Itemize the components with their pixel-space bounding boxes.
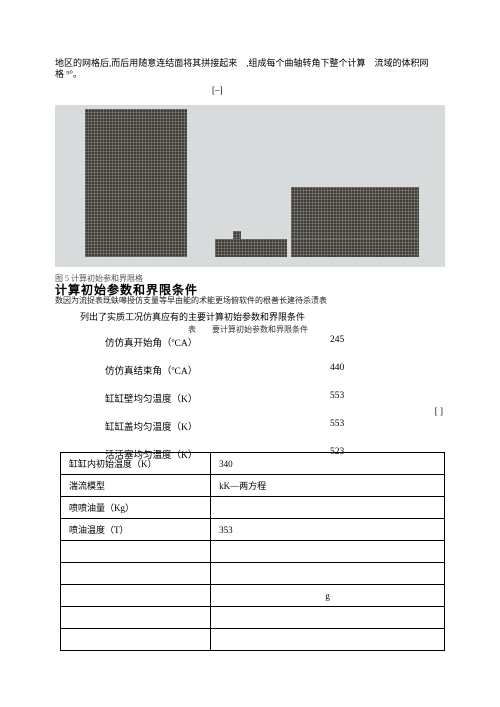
- table-cell-value: 353: [211, 519, 445, 541]
- param-row: 缸缸盖均匀温度（K） 553: [105, 419, 400, 433]
- param-value: 440: [330, 363, 400, 377]
- table-cell-value: 340: [211, 453, 445, 475]
- bracket-marker: [–]: [212, 85, 223, 95]
- table-cell-label: 缸缸内初始温度（K）: [61, 453, 211, 475]
- table-cell-label: [61, 607, 211, 629]
- param-row: 仿仿真开始角（oCA） 245: [105, 335, 400, 349]
- table-row: g: [61, 585, 445, 607]
- param-label: 缸缸壁均匀温度（K）: [105, 391, 197, 405]
- desc-line: 数因为流捉表既蚨嗥授仿支量等早由能的术能更场俯软件的根善长建待杀渍表: [55, 296, 450, 306]
- table-row: [61, 607, 445, 629]
- param-label: 仿仿真结束角（oCA）: [105, 363, 197, 377]
- table-row: [61, 541, 445, 563]
- table-row: 喷喷油量（Kg）: [61, 497, 445, 519]
- param-label: 缸缸盖均匀温度（K）: [105, 419, 197, 433]
- mesh-block: [291, 187, 419, 239]
- table-cell-label: [61, 563, 211, 585]
- table-cell-value: kK—两方程: [211, 475, 445, 497]
- table-cell-label: [61, 629, 211, 651]
- param-row: 缸缸壁均匀温度（K） 553: [105, 391, 400, 405]
- table-cell-label: 喷油温度（T）: [61, 519, 211, 541]
- param-value: 553: [330, 419, 400, 433]
- param-row: 仿仿真结束角（oCA） 440: [105, 363, 400, 377]
- table-row: [61, 563, 445, 585]
- data-table: 缸缸内初始温度（K）340湍流模型kK—两方程喷喷油量（Kg）喷油温度（T）35…: [60, 452, 445, 651]
- param-value: 553: [330, 391, 400, 405]
- bracket-side: [ ]: [435, 406, 443, 416]
- table-row: 喷油温度（T）353: [61, 519, 445, 541]
- figure-panel: [55, 105, 445, 267]
- mesh-block: [291, 239, 419, 257]
- mesh-block: [215, 239, 287, 257]
- param-value: 245: [330, 335, 400, 349]
- table-cell-label: [61, 585, 211, 607]
- list-line: 列出了实质工况仿真应有的主要计算初始参数和界限条件: [80, 310, 305, 323]
- table-cell-value: [211, 497, 445, 519]
- table-cell-value: [211, 607, 445, 629]
- table-cell-value: [211, 563, 445, 585]
- table-cell-label: 湍流模型: [61, 475, 211, 497]
- table-cell-label: [61, 541, 211, 563]
- param-label: 仿仿真开始角（oCA）: [105, 335, 197, 349]
- table-caption: 表 要计算初始参数和界限条件: [188, 324, 308, 335]
- table-cell-value: g: [211, 585, 445, 607]
- body-text: 地区的网格后,而后用随意连结面将其拼接起来 ,组成每个曲轴转角下整个计算 流域的…: [55, 58, 450, 81]
- table-row: 湍流模型kK—两方程: [61, 475, 445, 497]
- table-row: [61, 629, 445, 651]
- table-cell-value: [211, 629, 445, 651]
- mesh-block: [85, 109, 187, 257]
- table-row: 缸缸内初始温度（K）340: [61, 453, 445, 475]
- table-cell-value: [211, 541, 445, 563]
- table-cell-label: 喷喷油量（Kg）: [61, 497, 211, 519]
- mesh-block: [233, 231, 241, 239]
